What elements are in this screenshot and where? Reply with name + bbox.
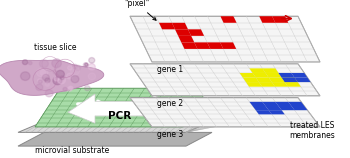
Polygon shape: [291, 106, 307, 110]
Text: treated LES
membranes: treated LES membranes: [289, 121, 335, 140]
Circle shape: [67, 87, 72, 91]
Circle shape: [70, 67, 79, 75]
Polygon shape: [243, 78, 259, 82]
Circle shape: [73, 64, 77, 68]
Circle shape: [52, 59, 61, 68]
Circle shape: [58, 77, 65, 84]
Polygon shape: [175, 29, 191, 36]
Circle shape: [69, 86, 73, 90]
Polygon shape: [259, 16, 275, 23]
Circle shape: [37, 68, 46, 77]
Circle shape: [22, 60, 28, 65]
Polygon shape: [178, 36, 194, 42]
Polygon shape: [262, 102, 279, 106]
Polygon shape: [130, 16, 320, 62]
Polygon shape: [272, 82, 288, 87]
Circle shape: [53, 76, 62, 85]
Polygon shape: [259, 82, 275, 87]
Circle shape: [85, 86, 90, 91]
Polygon shape: [266, 73, 282, 78]
Polygon shape: [220, 16, 237, 23]
Circle shape: [36, 84, 43, 91]
Circle shape: [53, 70, 57, 74]
Polygon shape: [240, 73, 256, 78]
Polygon shape: [279, 73, 294, 78]
Circle shape: [75, 65, 80, 70]
Text: gene 2: gene 2: [157, 99, 183, 108]
Circle shape: [88, 73, 96, 80]
Polygon shape: [18, 121, 212, 132]
Circle shape: [60, 76, 64, 80]
Text: PCR: PCR: [108, 111, 132, 121]
Polygon shape: [253, 106, 269, 110]
Polygon shape: [220, 42, 236, 49]
Circle shape: [37, 79, 41, 82]
Circle shape: [54, 76, 59, 81]
Text: "pixel": "pixel": [124, 0, 156, 20]
Polygon shape: [35, 88, 208, 127]
Polygon shape: [282, 78, 298, 82]
Polygon shape: [256, 78, 272, 82]
Text: gene 1: gene 1: [157, 65, 183, 74]
Circle shape: [88, 64, 95, 70]
Polygon shape: [172, 23, 188, 29]
Circle shape: [83, 63, 88, 67]
Circle shape: [28, 61, 32, 65]
Polygon shape: [282, 78, 298, 82]
Polygon shape: [288, 102, 304, 106]
Polygon shape: [207, 42, 223, 49]
Circle shape: [45, 90, 53, 97]
Circle shape: [42, 74, 49, 81]
Polygon shape: [0, 60, 104, 95]
Circle shape: [66, 73, 73, 79]
Polygon shape: [256, 110, 272, 114]
Circle shape: [21, 72, 30, 80]
Text: gene 3: gene 3: [157, 130, 183, 139]
Polygon shape: [285, 82, 301, 87]
Polygon shape: [18, 132, 212, 146]
Circle shape: [45, 82, 49, 86]
Circle shape: [40, 69, 48, 76]
Polygon shape: [68, 94, 180, 123]
Circle shape: [71, 76, 79, 83]
Polygon shape: [272, 16, 288, 23]
Circle shape: [63, 87, 67, 91]
Circle shape: [38, 80, 42, 83]
Polygon shape: [194, 42, 210, 49]
Polygon shape: [269, 110, 285, 114]
Polygon shape: [130, 98, 320, 127]
Text: microvial substrate: microvial substrate: [35, 146, 109, 155]
Circle shape: [40, 60, 48, 68]
Polygon shape: [275, 102, 291, 106]
Polygon shape: [291, 73, 307, 78]
Polygon shape: [181, 42, 197, 49]
Polygon shape: [266, 106, 282, 110]
Polygon shape: [294, 78, 310, 82]
Polygon shape: [269, 78, 285, 82]
Polygon shape: [262, 68, 279, 73]
Polygon shape: [253, 73, 269, 78]
Text: tissue slice: tissue slice: [34, 43, 76, 52]
Circle shape: [89, 58, 95, 63]
Circle shape: [85, 63, 88, 66]
Circle shape: [68, 66, 72, 70]
Polygon shape: [250, 68, 266, 73]
Polygon shape: [279, 106, 294, 110]
Polygon shape: [246, 82, 262, 87]
Circle shape: [56, 70, 64, 78]
Circle shape: [45, 78, 50, 83]
Polygon shape: [188, 29, 204, 36]
Polygon shape: [130, 64, 320, 96]
Polygon shape: [250, 102, 266, 106]
Polygon shape: [159, 23, 175, 29]
